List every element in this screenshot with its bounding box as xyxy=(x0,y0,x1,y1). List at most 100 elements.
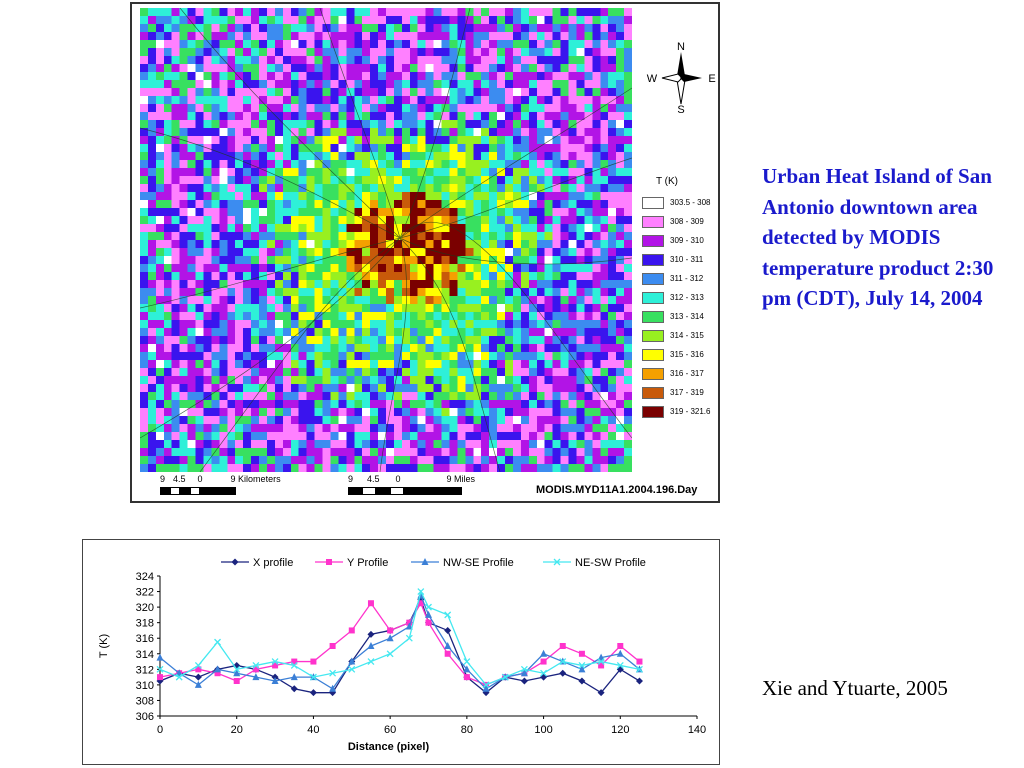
y-tick-label: 314 xyxy=(136,649,154,661)
data-point xyxy=(252,673,260,681)
data-point xyxy=(194,680,202,688)
data-point xyxy=(425,603,432,611)
legend-item: 316 - 317 xyxy=(642,364,722,383)
data-point xyxy=(463,665,471,673)
data-point xyxy=(520,665,528,673)
y-tick-label: 316 xyxy=(136,633,154,645)
data-point xyxy=(636,658,643,665)
legend-label: NE-SW Profile xyxy=(575,557,646,569)
data-point xyxy=(421,558,429,565)
data-point xyxy=(231,558,239,566)
data-point xyxy=(194,661,202,669)
x-tick-label: 140 xyxy=(688,724,706,736)
data-point xyxy=(195,666,202,673)
data-point xyxy=(617,643,624,649)
y-tick-label: 308 xyxy=(136,695,154,707)
data-point xyxy=(444,642,452,649)
data-point xyxy=(616,661,624,669)
legend-label: 311 - 312 xyxy=(670,274,704,283)
series-ne-sw-profile xyxy=(156,588,643,689)
y-tick-label: 312 xyxy=(136,664,154,676)
legend-swatch xyxy=(642,367,664,380)
data-point xyxy=(417,600,424,607)
data-point xyxy=(233,661,241,669)
data-point xyxy=(233,669,241,677)
data-point xyxy=(290,661,298,669)
data-point xyxy=(348,657,356,665)
data-point xyxy=(367,630,375,638)
data-point xyxy=(271,658,279,666)
data-point xyxy=(386,634,394,642)
scale-mi-unit: 9 Miles xyxy=(446,474,476,484)
legend-label: Y Profile xyxy=(347,557,388,569)
legend-item: 311 - 312 xyxy=(642,269,722,288)
y-tick-label: 320 xyxy=(136,602,154,614)
chart-legend-item: NE-SW Profile xyxy=(543,557,646,569)
scale-mi-tick: 4.5 xyxy=(367,474,380,484)
data-point xyxy=(367,642,375,649)
data-point xyxy=(367,658,375,666)
legend-swatch xyxy=(642,291,664,304)
data-point xyxy=(540,658,547,665)
temperature-profile-chart: 306 308 310 312 314 316 318 320 322 324 0 20 40 60 80 1… xyxy=(82,539,720,765)
legend-swatch xyxy=(642,405,664,418)
x-tick-label: 100 xyxy=(534,724,552,736)
legend-swatch xyxy=(642,196,664,209)
data-point xyxy=(309,689,317,697)
legend-label: NW-SE Profile xyxy=(443,557,514,569)
data-point xyxy=(156,665,164,673)
series-y-profile xyxy=(157,600,643,688)
data-point xyxy=(156,653,164,661)
scale-km-tick: 0 xyxy=(197,474,203,484)
data-point xyxy=(291,658,298,665)
y-tick-label: 310 xyxy=(136,680,154,692)
legend-label: 316 - 317 xyxy=(670,369,704,378)
data-point xyxy=(348,665,356,673)
data-point xyxy=(329,669,337,677)
data-point xyxy=(405,634,413,642)
data-point xyxy=(578,677,586,685)
compass-south-label: S xyxy=(677,104,684,114)
data-point xyxy=(271,677,279,684)
legend-title: T (K) xyxy=(655,176,679,187)
data-point xyxy=(520,677,528,685)
legend-item: 317 - 319 xyxy=(642,383,722,402)
data-point xyxy=(444,626,452,634)
data-point xyxy=(194,673,202,681)
data-point xyxy=(616,649,624,657)
scale-mi-tick: 0 xyxy=(395,474,401,484)
land-surface-temperature-map xyxy=(140,8,632,472)
data-point xyxy=(520,669,528,677)
profile-chart-svg: 306 308 310 312 314 316 318 320 322 324 0 20 40 60 80 1… xyxy=(98,557,706,753)
data-point xyxy=(540,669,548,677)
data-point xyxy=(578,661,586,669)
legend-label: 312 - 313 xyxy=(670,293,704,302)
data-point xyxy=(175,673,183,681)
data-point xyxy=(309,673,317,681)
x-tick-label: 80 xyxy=(461,724,473,736)
compass-rose-icon: N S E W xyxy=(647,41,716,114)
data-point xyxy=(597,689,605,697)
data-point xyxy=(553,558,561,566)
data-point xyxy=(598,662,605,669)
data-point xyxy=(233,665,241,673)
data-point xyxy=(214,670,221,677)
legend-label: 310 - 311 xyxy=(670,255,704,264)
data-point xyxy=(233,678,240,684)
scalebar-kilometers: 9 4.5 0 9 Kilometers xyxy=(160,474,281,495)
data-point xyxy=(417,588,425,596)
x-tick-label: 0 xyxy=(157,724,163,736)
scale-km-tick: 9 xyxy=(160,474,166,484)
y-tick-label: 324 xyxy=(136,571,154,583)
compass-west-label: W xyxy=(647,73,658,85)
chart-legend-item: X profile xyxy=(221,557,293,569)
chart-legend-item: NW-SE Profile xyxy=(411,557,514,569)
data-point xyxy=(636,665,643,673)
legend-swatch xyxy=(642,348,664,361)
legend-item: 303.5 - 308 xyxy=(642,193,722,212)
legend-label: 308 - 309 xyxy=(670,217,704,226)
data-point xyxy=(559,658,567,666)
data-point xyxy=(252,661,260,669)
x-tick-label: 20 xyxy=(231,724,243,736)
legend-label: 313 - 314 xyxy=(670,312,704,321)
